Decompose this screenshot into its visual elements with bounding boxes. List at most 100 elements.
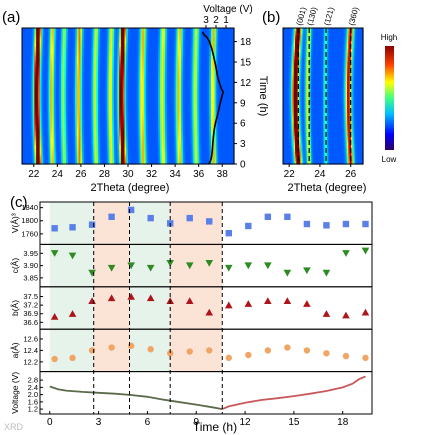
heatmap-a-cell <box>223 86 226 91</box>
heatmap-a-cell <box>117 58 120 63</box>
heatmap-a-cell <box>96 40 99 45</box>
heatmap-a-cell <box>175 40 179 45</box>
heatmap-a-cell <box>228 55 232 60</box>
heatmap-a-cell <box>92 43 96 48</box>
heatmap-a-cell <box>181 108 184 113</box>
heatmap-a-cell <box>165 83 168 88</box>
heatmap-a-cell <box>55 145 58 150</box>
heatmap-a-cell <box>48 71 51 75</box>
heatmap-a-cell <box>73 142 76 147</box>
heatmap-a-cell <box>195 65 198 69</box>
heatmap-a-cell <box>161 55 164 60</box>
heatmap-a-cell <box>105 108 108 113</box>
heatmap-a-cell <box>198 123 202 128</box>
heatmap-a-cell <box>184 77 187 82</box>
heatmap-a-cell <box>186 89 189 94</box>
heatmap-a-cell <box>133 120 136 125</box>
heatmap-a-cell <box>99 34 103 38</box>
heatmap-a-cell <box>143 151 147 156</box>
heatmap-a-cell <box>133 142 136 147</box>
heatmap-a-cell <box>228 133 232 137</box>
heatmap-a-cell <box>44 65 48 69</box>
heatmap-a-cell <box>37 37 41 41</box>
heatmap-a-cell <box>232 126 235 131</box>
heatmap-a-cell <box>196 96 200 100</box>
heatmap-a-cell <box>230 114 233 119</box>
heatmap-a-cell <box>129 83 133 88</box>
heatmap-a-cell <box>101 148 104 153</box>
heatmap-a-cell <box>59 139 62 143</box>
heatmap-a-cell <box>97 83 101 88</box>
heatmap-a-cell <box>131 111 134 116</box>
heatmap-a-cell <box>76 154 80 159</box>
heatmap-a-cell <box>90 145 94 150</box>
heatmap-a-cell <box>39 126 43 131</box>
heatmap-a-cell <box>203 31 207 35</box>
heatmap-a-cell <box>30 105 34 109</box>
heatmap-a-cell <box>128 58 131 63</box>
heatmap-a-cell <box>218 136 221 140</box>
heatmap-a-cell <box>143 123 147 128</box>
heatmap-a-cell <box>152 154 156 159</box>
heatmap-a-cell <box>62 126 65 131</box>
heatmap-a-cell <box>158 133 161 137</box>
heatmap-a-cell <box>168 28 171 32</box>
heatmap-a-cell <box>149 142 152 147</box>
heatmap-a-cell <box>149 62 152 66</box>
heatmap-a-cell <box>62 102 65 106</box>
heatmap-a-cell <box>211 55 214 60</box>
heatmap-a-cell <box>59 43 62 48</box>
heatmap-a-cell <box>50 43 53 48</box>
heatmap-a-cell <box>159 89 163 94</box>
heatmap-a-cell <box>143 154 147 159</box>
heatmap-a-cell <box>85 86 88 91</box>
heatmap-a-cell <box>179 120 182 125</box>
heatmap-a-cell <box>39 68 43 72</box>
heatmap-a-cell <box>34 37 37 41</box>
heatmap-a-cell <box>75 68 78 72</box>
heatmap-a-cell <box>211 43 214 48</box>
heatmap-a-cell <box>120 142 124 147</box>
heatmap-a-cell <box>156 55 159 60</box>
heatmap-a-cell <box>188 46 191 51</box>
heatmap-a-cell <box>145 102 149 106</box>
heatmap-a-cell <box>29 74 32 79</box>
heatmap-a-cell <box>44 139 48 143</box>
heatmap-a-cell <box>168 80 171 85</box>
heatmap-a-cell <box>205 123 209 128</box>
heatmap-a-cell <box>37 49 41 54</box>
heatmap-a-cell <box>110 52 113 57</box>
heatmap-a-cell <box>92 151 96 156</box>
heatmap-a-cell <box>150 117 154 122</box>
heatmap-a-cell <box>39 114 43 119</box>
heatmap-a-cell <box>112 117 115 122</box>
heatmap-a-cell <box>59 108 62 113</box>
heatmap-a-cell <box>23 80 27 85</box>
heatmap-a-cell <box>145 86 149 91</box>
heatmap-a-cell <box>69 126 73 131</box>
heatmap-a-cell <box>166 133 170 137</box>
heatmap-a-cell <box>212 40 216 45</box>
heatmap-a-cell <box>223 62 226 66</box>
heatmap-a-cell <box>205 74 209 79</box>
heatmap-a-cell <box>198 89 202 94</box>
heatmap-a-cell <box>128 133 131 137</box>
heatmap-a-cell <box>46 123 50 128</box>
heatmap-a-cell <box>198 55 202 60</box>
heatmap-a-cell <box>226 139 230 143</box>
heatmap-a-cell <box>66 43 69 48</box>
heatmap-a-cell <box>89 74 92 79</box>
heatmap-a-cell <box>131 34 134 38</box>
heatmap-a-cell <box>59 92 62 97</box>
heatmap-a-cell <box>120 37 124 41</box>
heatmap-a-cell <box>108 96 111 100</box>
heatmap-a-cell <box>85 68 88 72</box>
heatmap-a-cell <box>207 83 210 88</box>
heatmap-a-cell <box>230 65 233 69</box>
heatmap-a-cell <box>218 52 221 57</box>
heatmap-a-cell <box>154 80 157 85</box>
heatmap-a-cell <box>124 117 127 122</box>
heatmap-a-cell <box>156 136 159 140</box>
heatmap-a-cell <box>67 105 71 109</box>
heatmap-a-cell <box>158 31 161 35</box>
